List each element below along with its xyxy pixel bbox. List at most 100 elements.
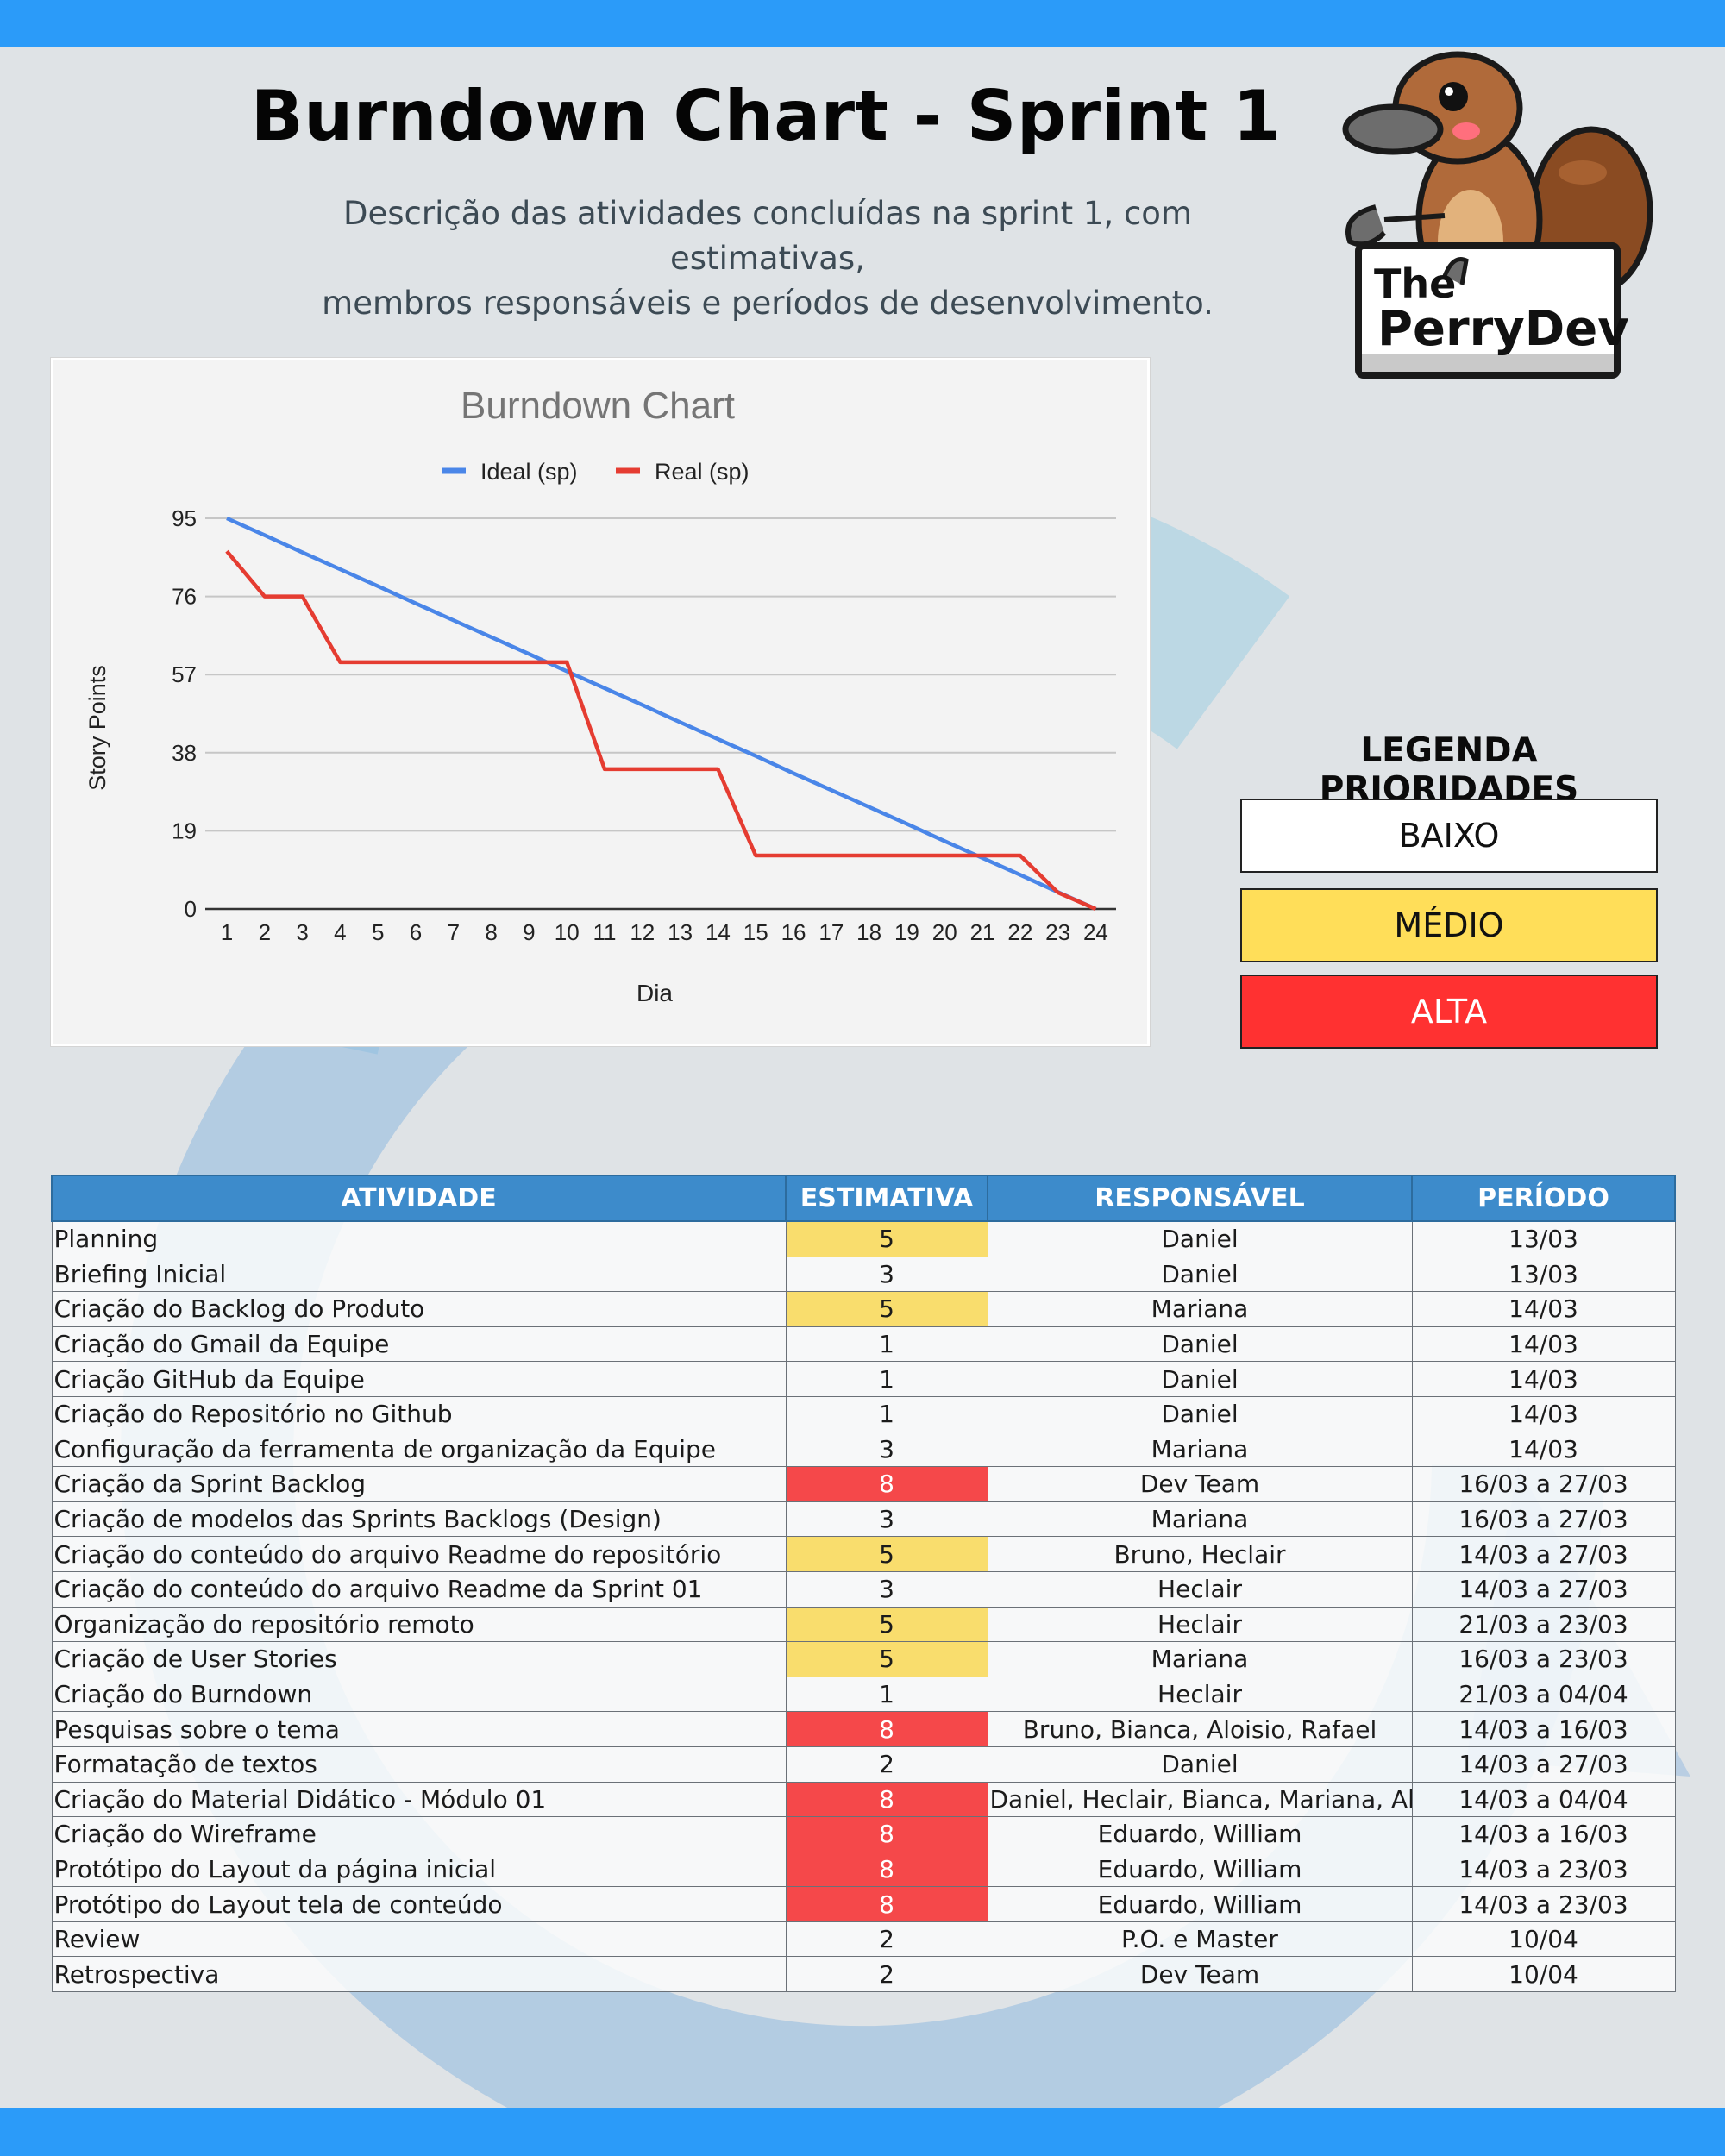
table-row: Organização do repositório remoto 5 Heclai… — [51, 1606, 1676, 1643]
y-tick-label: 38 — [172, 740, 197, 766]
cell-responsavel: Daniel — [987, 1326, 1413, 1363]
cell-estimativa: 1 — [785, 1361, 988, 1397]
cell-periodo: 16/03 a 27/03 — [1411, 1501, 1676, 1538]
x-tick-label: 11 — [593, 919, 617, 945]
cell-periodo: 14/03 — [1411, 1326, 1676, 1363]
x-tick-label: 15 — [743, 919, 768, 945]
real-series-line — [225, 549, 1097, 912]
header-periodo: PERÍODO — [1411, 1175, 1676, 1222]
table-row: Pesquisas sobre o tema 8 Bruno, Bianca, Al… — [51, 1711, 1676, 1747]
x-tick-label: 13 — [668, 919, 693, 945]
cell-responsavel: Daniel, Heclair, Bianca, Mariana, Aloisi… — [987, 1781, 1413, 1818]
cell-responsavel: Daniel — [987, 1745, 1413, 1783]
x-tick-label: 4 — [334, 919, 346, 945]
cell-estimativa: 1 — [785, 1395, 988, 1432]
chart-canvas: Burndown Chart Ideal (sp) Real (sp) 0193… — [85, 385, 1116, 1006]
cell-periodo: 14/03 a 16/03 — [1411, 1711, 1676, 1747]
cell-periodo: 21/03 a 23/03 — [1411, 1606, 1676, 1643]
cell-estimativa: 5 — [785, 1536, 988, 1572]
chart-gridlines — [205, 517, 1116, 911]
cell-responsavel: Mariana — [987, 1641, 1413, 1677]
logo-text-the: The — [1374, 260, 1456, 307]
ideal-series-line — [226, 516, 1097, 912]
chart-series — [225, 516, 1097, 912]
cell-periodo: 14/03 a 27/03 — [1411, 1570, 1676, 1608]
table-row: Criação do Wireframe 8 Eduardo, William 14/… — [51, 1816, 1676, 1852]
cell-atividade: Criação do Gmail da Equipe — [51, 1326, 787, 1363]
table-row: Criação de User Stories 5 Mariana 16/03 a 2… — [51, 1641, 1676, 1677]
cell-responsavel: Eduardo, William — [987, 1816, 1413, 1852]
cell-atividade: Criação do Burndown — [51, 1676, 787, 1713]
logo-eye — [1439, 82, 1468, 111]
cell-responsavel: Daniel — [987, 1361, 1413, 1397]
cell-atividade: Retrospectiva — [51, 1956, 787, 1993]
cell-estimativa: 8 — [785, 1886, 988, 1922]
table-row: Criação do conteúdo do arquivo Readme da… — [51, 1570, 1676, 1608]
x-tick-label: 9 — [523, 919, 535, 945]
table-row: Protótipo do Layout tela de conteúdo 8 Edu… — [51, 1886, 1676, 1922]
cell-responsavel: Daniel — [987, 1220, 1413, 1257]
cell-responsavel: Bruno, Bianca, Aloisio, Rafael — [987, 1711, 1413, 1747]
cell-responsavel: Mariana — [987, 1431, 1413, 1468]
priority-low-box: BAIXO — [1240, 799, 1658, 873]
x-tick-label: 1 — [221, 919, 233, 945]
cell-responsavel: Daniel — [987, 1256, 1413, 1293]
cell-responsavel: Heclair — [987, 1570, 1413, 1608]
x-tick-label: 22 — [1007, 919, 1032, 945]
x-tick-label: 23 — [1045, 919, 1070, 945]
cell-periodo: 14/03 a 27/03 — [1411, 1536, 1676, 1572]
cell-atividade: Criação da Sprint Backlog — [51, 1466, 787, 1502]
cell-responsavel: Dev Team — [987, 1956, 1413, 1993]
cell-periodo: 10/04 — [1411, 1921, 1676, 1958]
cell-responsavel: Eduardo, William — [987, 1851, 1413, 1888]
cell-periodo: 16/03 a 27/03 — [1411, 1466, 1676, 1502]
cell-atividade: Review — [51, 1921, 787, 1958]
x-tick-label: 5 — [372, 919, 384, 945]
cell-atividade: Criação do Backlog do Produto — [51, 1291, 787, 1327]
y-axis-label: Story Points — [85, 665, 110, 791]
cell-estimativa: 3 — [785, 1501, 988, 1538]
cell-periodo: 14/03 — [1411, 1431, 1676, 1468]
y-tick-label: 57 — [172, 661, 197, 687]
chart-legend: Ideal (sp) Real (sp) — [442, 459, 750, 485]
x-tick-label: 7 — [448, 919, 460, 945]
table-row: Criação do Backlog do Produto 5 Mariana 14/… — [51, 1291, 1676, 1327]
y-tick-label: 19 — [172, 818, 197, 843]
x-tick-label: 2 — [259, 919, 271, 945]
subtitle-line-2: membros responsáveis e períodos de desen… — [322, 285, 1214, 322]
logo-bill — [1342, 103, 1444, 155]
cell-periodo: 21/03 a 04/04 — [1411, 1676, 1676, 1713]
cell-atividade: Pesquisas sobre o tema — [51, 1711, 787, 1747]
cell-periodo: 14/03 a 23/03 — [1411, 1851, 1676, 1888]
cell-atividade: Configuração da ferramenta de organizaçã… — [51, 1431, 787, 1468]
cell-estimativa: 5 — [785, 1606, 988, 1643]
cell-responsavel: Dev Team — [987, 1466, 1413, 1502]
x-tick-label: 10 — [555, 919, 580, 945]
page-title: Burndown Chart - Sprint 1 — [250, 76, 1282, 156]
table-header-row: ATIVIDADE ESTIMATIVA RESPONSÁVEL PERÍODO — [51, 1175, 1676, 1222]
cell-estimativa: 1 — [785, 1676, 988, 1713]
cell-estimativa: 3 — [785, 1570, 988, 1608]
cell-estimativa: 8 — [785, 1851, 988, 1888]
cell-atividade: Briefing Inicial — [51, 1256, 787, 1293]
x-tick-label: 21 — [970, 919, 995, 945]
priority-legend-title: LEGENDA PRIORIDADES — [1319, 731, 1579, 809]
x-tick-label: 16 — [781, 919, 806, 945]
table-row: Criação do Burndown 1 Heclair 21/03 a 04/04 — [51, 1676, 1676, 1713]
cell-periodo: 14/03 a 04/04 — [1411, 1781, 1676, 1818]
table-row: Criação de modelos das Sprints Backlogs … — [51, 1501, 1676, 1538]
logo-sign — [1355, 242, 1621, 379]
cell-atividade: Protótipo do Layout da página inicial — [51, 1851, 787, 1888]
y-tick-label: 95 — [172, 505, 197, 531]
header-atividade: ATIVIDADE — [51, 1175, 787, 1222]
burndown-chart: Burndown Chart Ideal (sp) Real (sp) 0 19 3… — [51, 358, 1150, 1046]
activities-table: ATIVIDADE ESTIMATIVA RESPONSÁVEL PERÍODO… — [51, 1175, 1676, 1993]
cell-atividade: Criação do Wireframe — [51, 1816, 787, 1852]
table-row: Configuração da ferramenta de organizaçã… — [51, 1431, 1676, 1468]
cell-periodo: 14/03 a 23/03 — [1411, 1886, 1676, 1922]
cell-atividade: Criação de User Stories — [51, 1641, 787, 1677]
y-tick-label: 0 — [185, 896, 197, 922]
cell-estimativa: 8 — [785, 1466, 988, 1502]
y-tick-label: 76 — [172, 584, 197, 610]
logo-text-perrydev: PerryDev — [1377, 301, 1629, 357]
